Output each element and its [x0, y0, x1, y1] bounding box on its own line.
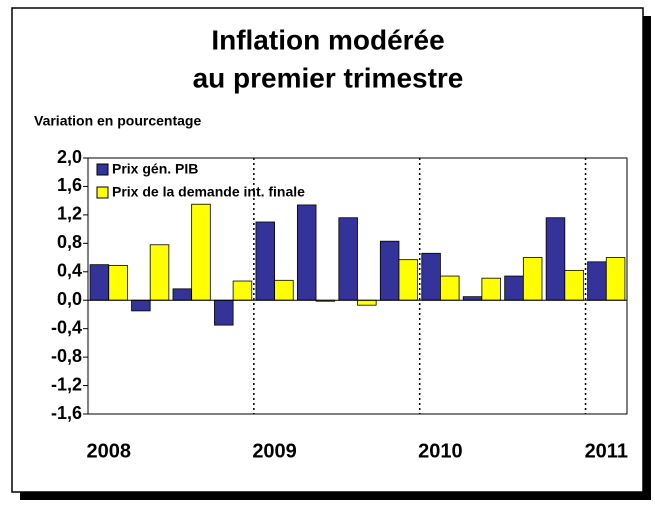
y-axis-label: Variation en pourcentage	[34, 113, 201, 129]
bar	[274, 279, 294, 301]
y-tick-label: 1,6	[57, 175, 82, 195]
chart-title: au premier trimestre	[193, 62, 464, 93]
bar	[421, 252, 441, 301]
bar	[149, 244, 170, 301]
bar	[545, 217, 566, 301]
bar	[481, 277, 501, 301]
y-tick-label: -1,6	[51, 403, 82, 423]
x-tick-label: 2009	[252, 440, 297, 462]
bar	[587, 261, 607, 301]
y-tick-label: 0,0	[57, 289, 82, 309]
bar	[131, 299, 151, 312]
y-tick-label: -0,8	[51, 346, 82, 366]
bar	[89, 264, 110, 301]
legend-swatch	[96, 186, 109, 199]
bar	[440, 275, 460, 301]
y-tick-label: -0,4	[51, 317, 82, 337]
bar	[504, 275, 524, 301]
bar	[357, 299, 377, 306]
bar	[564, 269, 584, 301]
bar	[255, 221, 275, 301]
bar	[398, 259, 419, 301]
bar	[191, 203, 211, 301]
bar	[172, 288, 193, 301]
y-tick-label: 0,8	[57, 232, 82, 252]
y-tick-label: 1,2	[57, 204, 82, 224]
legend-swatch	[96, 163, 109, 176]
x-tick-label: 2010	[418, 440, 463, 462]
bar	[522, 257, 543, 301]
bar	[232, 280, 253, 301]
chart-title: Inflation modérée	[211, 24, 444, 55]
bar	[296, 204, 317, 301]
y-tick-label: 2,0	[57, 147, 82, 167]
y-tick-label: 0,4	[57, 261, 82, 281]
bar	[214, 299, 234, 326]
x-tick-label: 2008	[86, 440, 131, 462]
bar	[108, 264, 128, 301]
bar	[462, 296, 483, 301]
legend-label: Prix gén. PIB	[112, 161, 198, 177]
bar	[605, 257, 626, 301]
bar	[379, 240, 400, 301]
x-tick-label: 2011	[585, 440, 628, 462]
y-tick-label: -1,2	[51, 374, 82, 394]
bar	[338, 217, 358, 301]
legend-label: Prix de la demande int. finale	[112, 184, 305, 200]
